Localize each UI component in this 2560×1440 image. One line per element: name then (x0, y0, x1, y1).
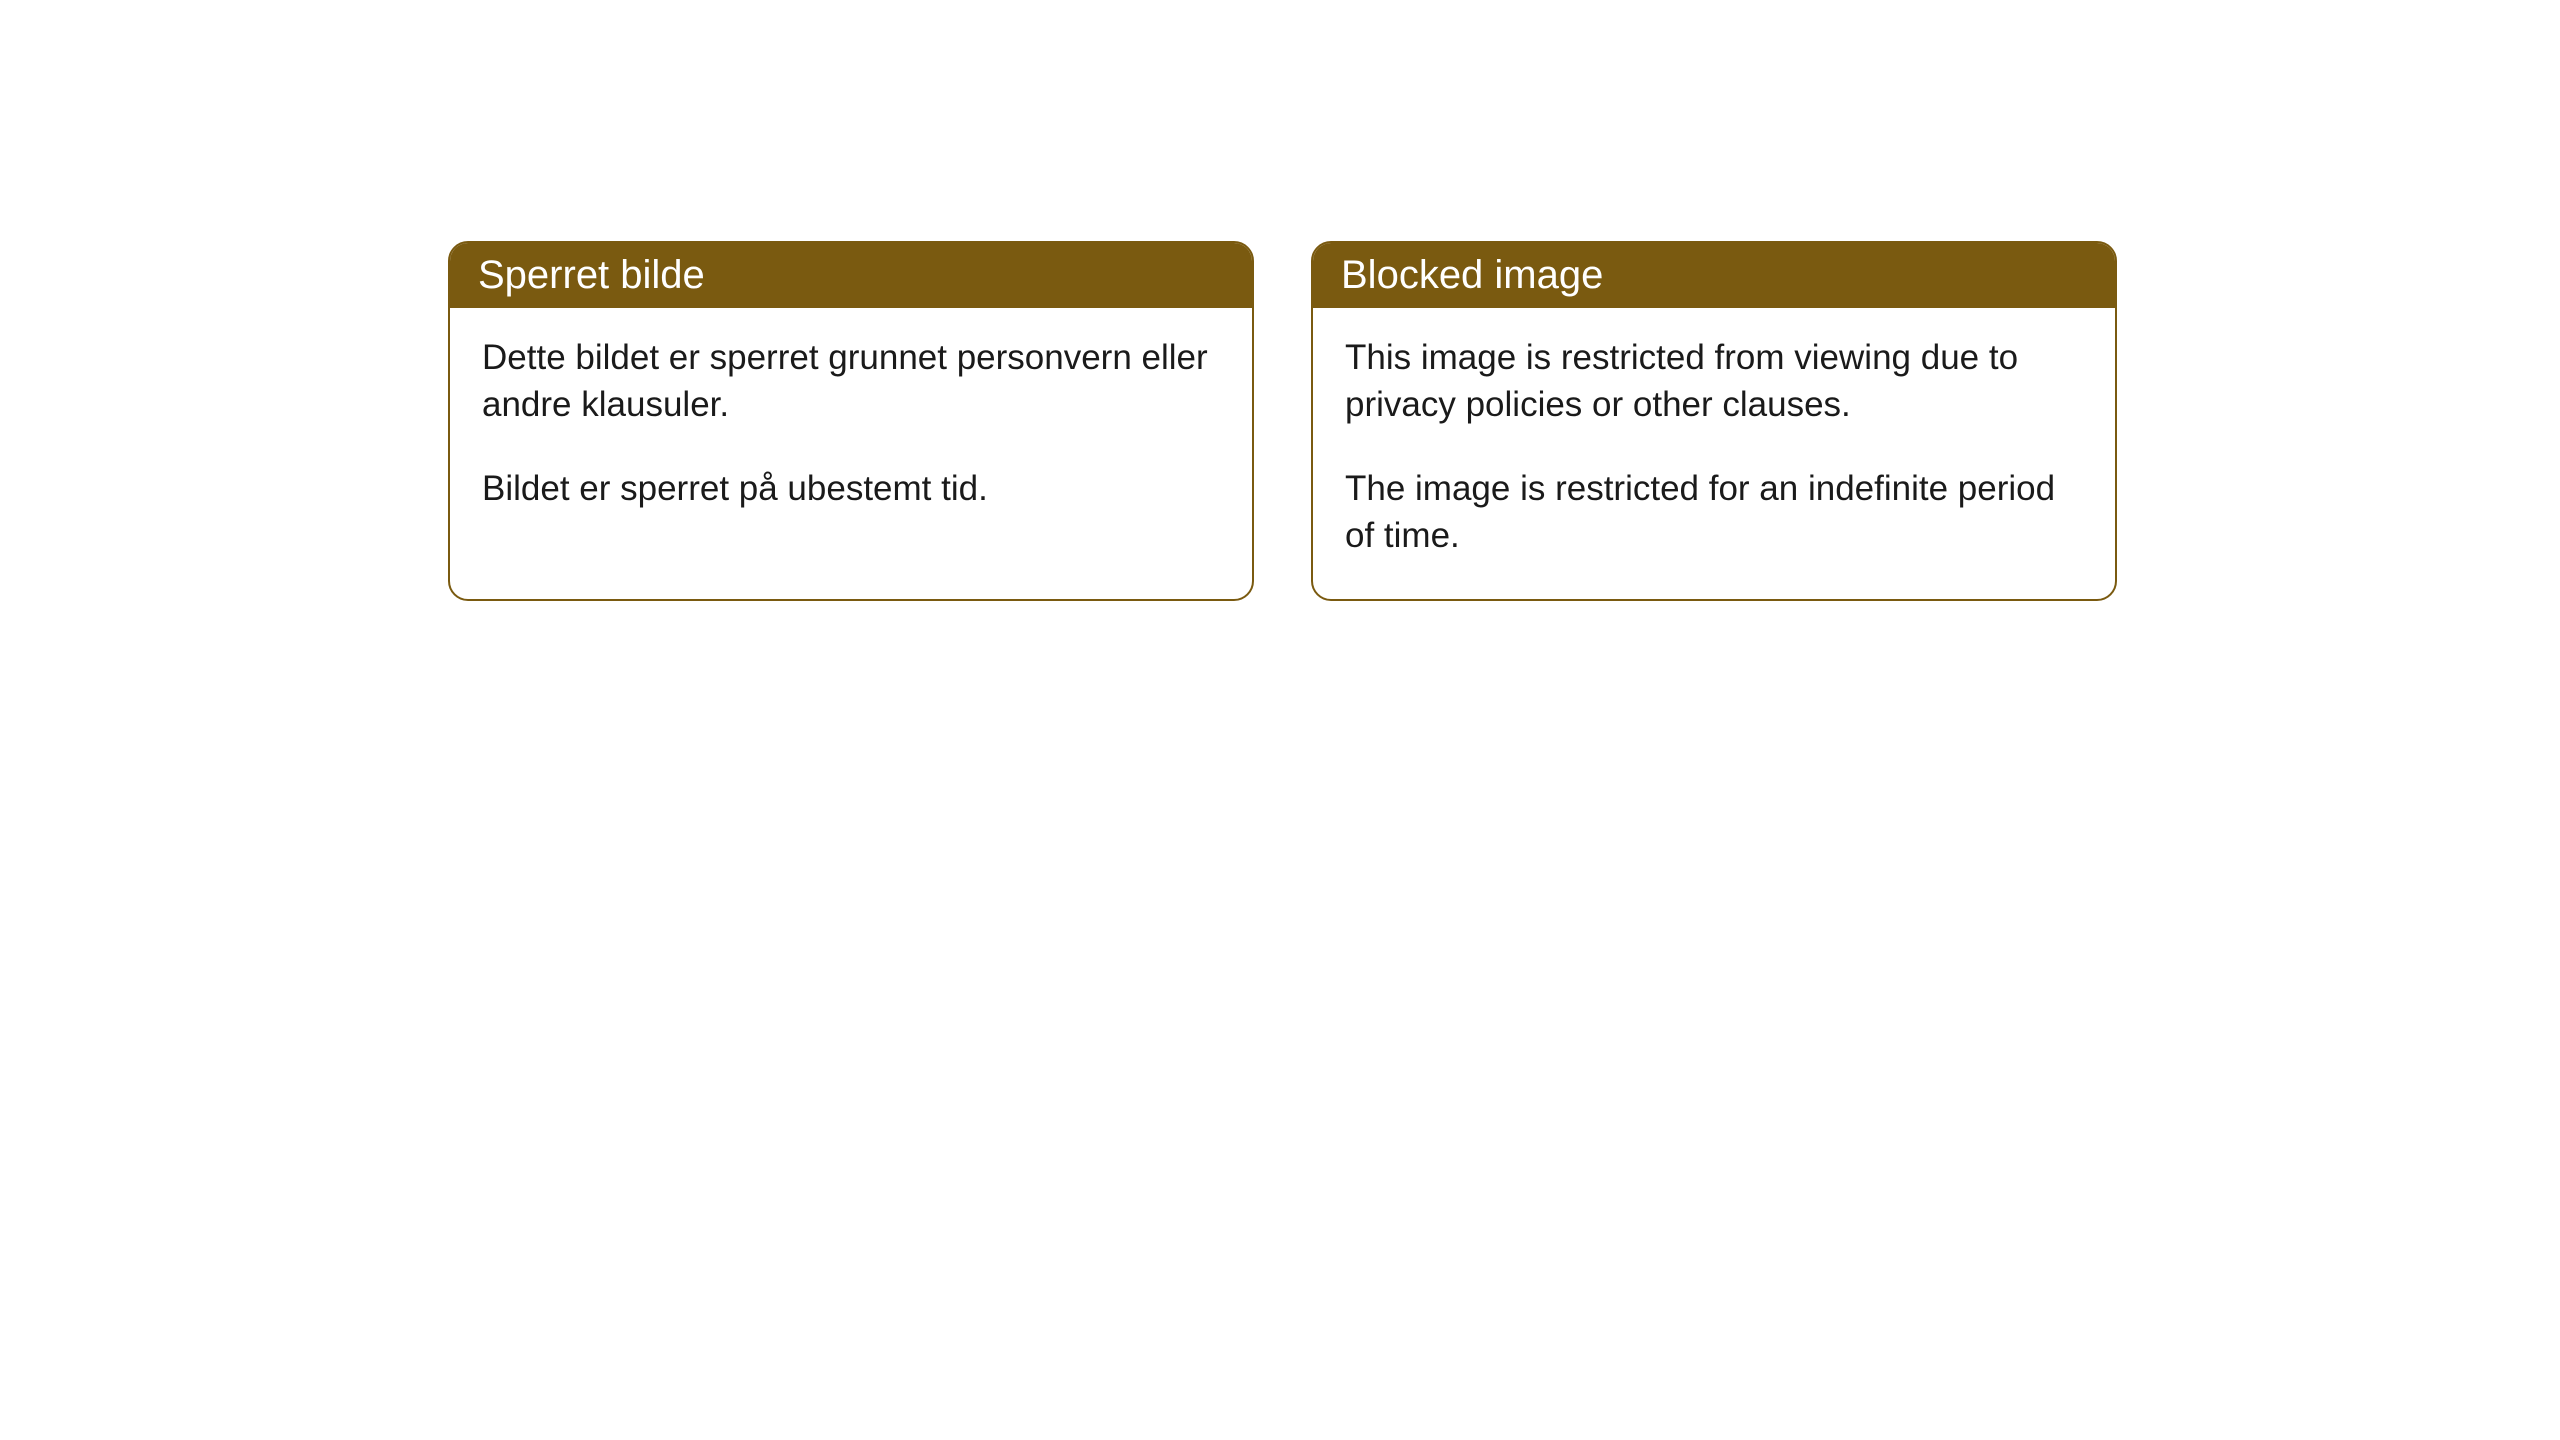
card-paragraph: The image is restricted for an indefinit… (1345, 465, 2083, 560)
card-header-norwegian: Sperret bilde (450, 243, 1252, 308)
notice-cards-container: Sperret bilde Dette bildet er sperret gr… (0, 0, 2560, 601)
card-body-english: This image is restricted from viewing du… (1313, 308, 2115, 599)
blocked-image-card-english: Blocked image This image is restricted f… (1311, 241, 2117, 601)
blocked-image-card-norwegian: Sperret bilde Dette bildet er sperret gr… (448, 241, 1254, 601)
card-body-norwegian: Dette bildet er sperret grunnet personve… (450, 308, 1252, 552)
card-header-english: Blocked image (1313, 243, 2115, 308)
card-paragraph: This image is restricted from viewing du… (1345, 334, 2083, 429)
card-paragraph: Bildet er sperret på ubestemt tid. (482, 465, 1220, 512)
card-paragraph: Dette bildet er sperret grunnet personve… (482, 334, 1220, 429)
